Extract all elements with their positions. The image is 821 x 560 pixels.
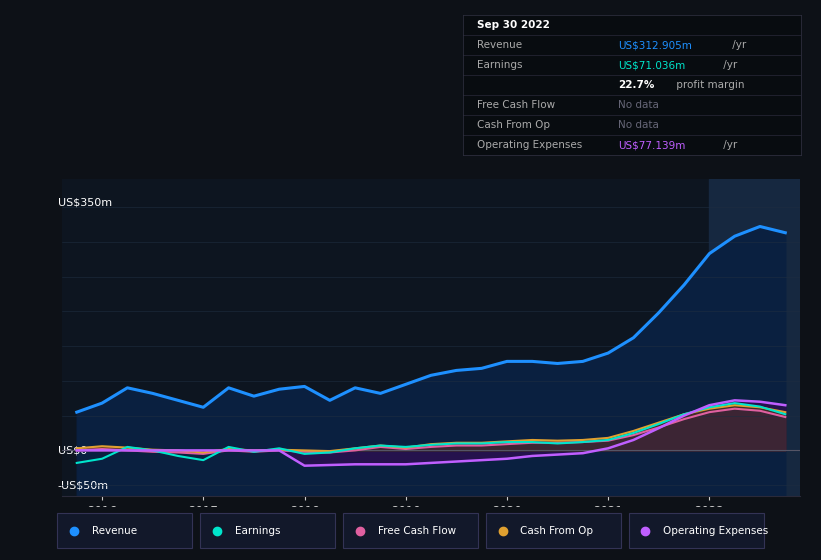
Text: US$0: US$0	[57, 445, 87, 455]
Text: Revenue: Revenue	[476, 40, 521, 50]
FancyBboxPatch shape	[486, 514, 621, 548]
Text: /yr: /yr	[729, 40, 746, 50]
Text: Cash From Op: Cash From Op	[521, 526, 594, 535]
Text: Earnings: Earnings	[235, 526, 281, 535]
Text: -US$50m: -US$50m	[57, 480, 109, 490]
Bar	[709, 179, 800, 496]
FancyBboxPatch shape	[200, 514, 335, 548]
Text: /yr: /yr	[720, 140, 737, 150]
Text: Operating Expenses: Operating Expenses	[663, 526, 768, 535]
Text: 22.7%: 22.7%	[618, 80, 655, 90]
Text: US$71.036m: US$71.036m	[618, 60, 686, 70]
FancyBboxPatch shape	[629, 514, 764, 548]
Text: US$77.139m: US$77.139m	[618, 140, 686, 150]
Text: No data: No data	[618, 120, 659, 130]
FancyBboxPatch shape	[57, 514, 192, 548]
Text: Cash From Op: Cash From Op	[476, 120, 549, 130]
Text: No data: No data	[618, 100, 659, 110]
Text: US$312.905m: US$312.905m	[618, 40, 692, 50]
Text: Operating Expenses: Operating Expenses	[476, 140, 582, 150]
Text: profit margin: profit margin	[672, 80, 744, 90]
Text: Earnings: Earnings	[476, 60, 522, 70]
Text: /yr: /yr	[720, 60, 737, 70]
FancyBboxPatch shape	[343, 514, 478, 548]
Text: Free Cash Flow: Free Cash Flow	[378, 526, 456, 535]
Text: Sep 30 2022: Sep 30 2022	[476, 20, 549, 30]
Text: Free Cash Flow: Free Cash Flow	[476, 100, 555, 110]
Text: US$350m: US$350m	[57, 197, 112, 207]
Text: Revenue: Revenue	[92, 526, 137, 535]
